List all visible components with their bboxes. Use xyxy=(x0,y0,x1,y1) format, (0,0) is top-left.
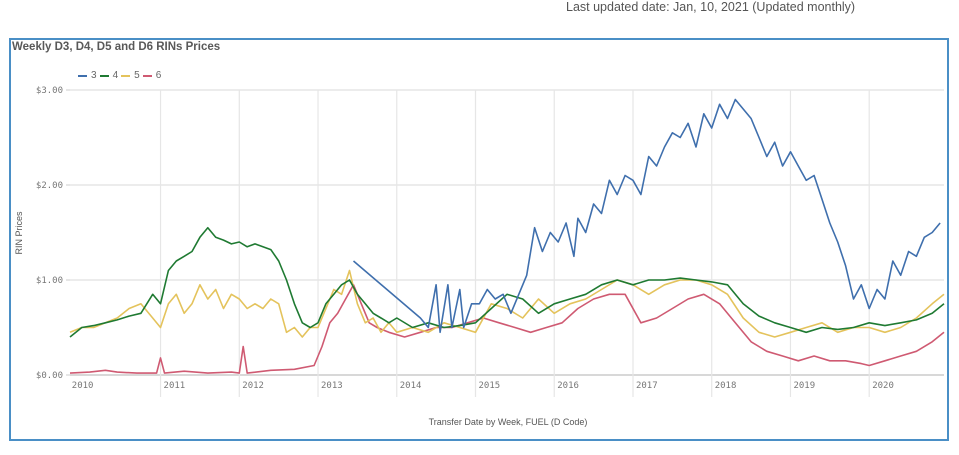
x-tick-label: 2013 xyxy=(321,381,343,391)
series-line-3[interactable] xyxy=(352,98,941,334)
legend-item-5[interactable]: 5 xyxy=(121,70,140,81)
legend-swatch-4 xyxy=(99,74,109,77)
legend-swatch-5 xyxy=(121,74,131,77)
x-tick-label: 2020 xyxy=(872,381,894,391)
series-line-6[interactable] xyxy=(69,283,945,374)
x-tick-label: 2012 xyxy=(242,381,264,391)
legend-swatch-3 xyxy=(78,74,87,77)
legend-item-3[interactable]: 3 xyxy=(78,70,97,81)
x-tick-label: 2015 xyxy=(479,381,501,391)
legend-item-6[interactable]: 6 xyxy=(142,70,162,81)
x-tick-labels: 2010 2011 2012 2013 2014 2015 2016 2017 2018 2019… xyxy=(72,381,894,391)
series-line-5[interactable] xyxy=(69,269,945,338)
x-tick-label: 2011 xyxy=(164,381,186,391)
x-tick-label: 2016 xyxy=(557,381,579,391)
legend-item-4[interactable]: 4 xyxy=(99,70,119,81)
last-updated-text: Last updated date: Jan, 10, 2021 (Update… xyxy=(566,0,856,14)
chart-title: Weekly D3, D4, D5 and D6 RINs Prices xyxy=(12,41,221,53)
x-axis-label: Transfer Date by Week, FUEL (D Code) xyxy=(429,417,588,427)
y-tick-labels: $0.00 $1.00 $2.00 $3.00 xyxy=(36,86,63,381)
chart-legend: 3 4 5 6 xyxy=(78,70,164,81)
x-tick-label: 2019 xyxy=(793,381,815,391)
legend-label-4: 4 xyxy=(112,70,119,81)
y-tick-label: $0.00 xyxy=(36,371,63,381)
legend-label-3: 3 xyxy=(91,70,97,81)
chart-frame xyxy=(9,38,949,441)
y-tick-label: $2.00 xyxy=(36,181,63,191)
x-tick-label: 2014 xyxy=(400,381,422,391)
x-tick-label: 2017 xyxy=(636,381,658,391)
grid-lines xyxy=(66,89,944,397)
y-tick-label: $3.00 xyxy=(36,86,63,96)
y-axis-label: RIN Prices xyxy=(14,211,24,255)
legend-swatch-6 xyxy=(142,74,152,77)
x-tick-label: 2018 xyxy=(715,381,737,391)
y-tick-label: $1.00 xyxy=(36,276,63,286)
series-lines xyxy=(69,98,945,374)
legend-label-6: 6 xyxy=(155,70,162,81)
legend-label-5: 5 xyxy=(134,70,140,81)
series-line-4[interactable] xyxy=(69,226,945,338)
x-tick-label: 2010 xyxy=(72,381,94,391)
